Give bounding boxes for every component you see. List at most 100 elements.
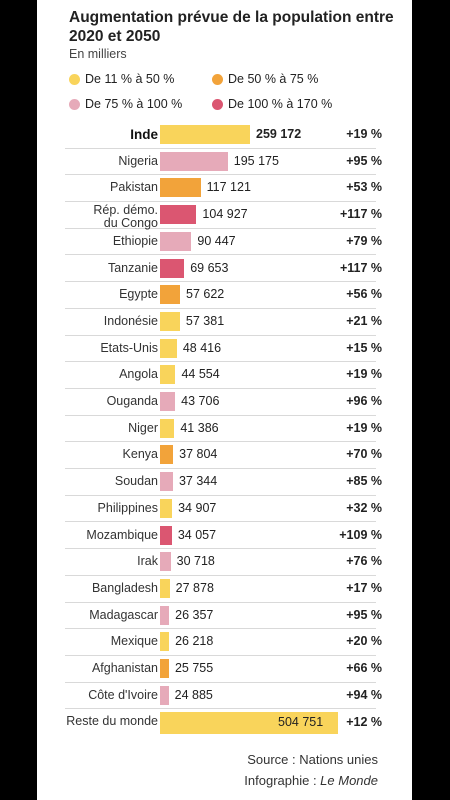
growth-label: +109 % bbox=[339, 527, 382, 542]
chart-row: Bangladesh 27 878 +17 % bbox=[37, 576, 412, 603]
growth-label: +32 % bbox=[346, 500, 382, 515]
bar bbox=[160, 258, 185, 278]
chart-row: Tanzanie 69 653 +117 % bbox=[37, 256, 412, 283]
chart-row: Pakistan 117 121 +53 % bbox=[37, 175, 412, 203]
row-divider bbox=[65, 307, 376, 309]
growth-label: +21 % bbox=[346, 313, 382, 328]
value-label: 90 447 bbox=[197, 233, 236, 248]
row-divider bbox=[65, 174, 376, 176]
value-label: 69 653 bbox=[190, 260, 229, 275]
bar bbox=[160, 365, 176, 385]
chart-row: Mozambique 34 057 +109 % bbox=[37, 523, 412, 550]
bar bbox=[160, 178, 201, 198]
value-label: 24 885 bbox=[174, 687, 213, 702]
row-divider bbox=[65, 414, 376, 416]
category-label: Egypte bbox=[119, 287, 158, 302]
value-label: 57 381 bbox=[185, 313, 225, 328]
category-label: Pakistan bbox=[110, 180, 158, 195]
bar bbox=[160, 151, 228, 171]
bar bbox=[160, 632, 170, 652]
row-divider bbox=[65, 521, 376, 523]
row-divider bbox=[65, 201, 376, 203]
category-label: Côte d'Ivoire bbox=[88, 687, 158, 702]
category-label: Rép. démo. du Congo bbox=[93, 203, 158, 231]
row-divider bbox=[65, 281, 376, 283]
category-label: Afghanistan bbox=[91, 661, 158, 675]
category-label: Etats-Unis bbox=[100, 340, 158, 355]
value-label: 27 878 bbox=[175, 580, 214, 595]
growth-label: +117 % bbox=[339, 260, 382, 275]
value-label: 117 121 bbox=[206, 180, 251, 195]
growth-label: +20 % bbox=[346, 634, 382, 649]
value-label: 34 057 bbox=[177, 527, 217, 542]
category-label: Inde bbox=[130, 127, 158, 142]
credit-prefix: Infographie : bbox=[244, 773, 321, 788]
chart-row: Madagascar 26 357 +95 % bbox=[37, 603, 412, 630]
growth-label: +70 % bbox=[346, 447, 382, 462]
value-label: 43 706 bbox=[181, 394, 220, 408]
credit-name: Le Monde bbox=[320, 773, 378, 788]
chart-row: Reste du monde 504 751 +12 % bbox=[37, 709, 412, 739]
chart-row: Inde 259 172 +19 % bbox=[37, 122, 412, 149]
chart-row: Soudan 37 344 +85 % bbox=[37, 469, 412, 496]
chart-row: Ouganda 43 706 +96 % bbox=[37, 389, 412, 416]
category-label: Soudan bbox=[114, 474, 158, 489]
chart-row: Ethiopie 90 447 +79 % bbox=[37, 229, 412, 256]
growth-label: +53 % bbox=[346, 180, 382, 195]
value-label: 41 386 bbox=[180, 420, 219, 435]
category-label: Madagascar bbox=[89, 607, 158, 622]
value-label: 26 218 bbox=[175, 634, 214, 649]
value-label: 37 344 bbox=[178, 474, 218, 489]
legend-swatch bbox=[212, 98, 223, 110]
value-label: 504 751 bbox=[278, 715, 324, 730]
category-label: Indonésie bbox=[103, 313, 158, 328]
row-divider bbox=[65, 548, 376, 550]
category-label: Irak bbox=[137, 554, 158, 569]
chart-row: Kenya 37 804 +70 % bbox=[37, 442, 412, 470]
category-label: Mexique bbox=[110, 634, 158, 649]
chart-row: Afghanistan 25 755 +66 % bbox=[37, 656, 412, 683]
chart-row: Rép. démo. du Congo 104 927 +117 % bbox=[37, 202, 412, 231]
category-label: Angola bbox=[119, 367, 158, 382]
bar bbox=[160, 418, 175, 438]
chart-title: Augmentation prévue de la population ent… bbox=[69, 9, 394, 45]
bar bbox=[160, 659, 169, 678]
legend-swatch bbox=[69, 73, 80, 85]
legend-item-pink: De 75 % à 100 % bbox=[69, 97, 182, 111]
infographic-panel: Augmentation prévue de la population ent… bbox=[37, 0, 412, 800]
growth-label: +76 % bbox=[346, 554, 382, 569]
chart-row: Côte d'Ivoire 24 885 +94 % bbox=[37, 683, 412, 710]
category-label: Ethiopie bbox=[112, 233, 158, 248]
legend-swatch bbox=[212, 73, 223, 85]
value-label: 26 357 bbox=[175, 607, 214, 622]
row-divider bbox=[65, 708, 376, 710]
row-divider bbox=[65, 441, 376, 443]
legend-label: De 75 % à 100 % bbox=[85, 97, 183, 111]
growth-label: +17 % bbox=[346, 580, 382, 595]
row-divider bbox=[65, 227, 376, 229]
growth-label: +19 % bbox=[346, 367, 382, 382]
bar bbox=[160, 605, 170, 625]
category-label: Tanzanie bbox=[107, 260, 158, 275]
row-divider bbox=[65, 254, 376, 256]
chart-row: Philippines 34 907 +32 % bbox=[37, 496, 412, 523]
chart-row: Nigeria 195 175 +95 % bbox=[37, 149, 412, 176]
row-divider bbox=[65, 361, 376, 363]
category-label: Reste du monde bbox=[66, 714, 158, 729]
growth-label: +95 % bbox=[346, 607, 382, 622]
category-label: Ouganda bbox=[106, 394, 158, 408]
credit-text: Infographie : Le Monde bbox=[244, 773, 378, 788]
growth-label: +19 % bbox=[346, 127, 382, 141]
chart-row: Angola 44 554 +19 % bbox=[37, 362, 412, 389]
row-divider bbox=[65, 574, 376, 576]
growth-label: +94 % bbox=[346, 687, 382, 702]
value-label: 30 718 bbox=[176, 554, 215, 569]
value-label: 25 755 bbox=[174, 661, 214, 675]
chart-row: Indonésie 57 381 +21 % bbox=[37, 309, 412, 336]
bar bbox=[160, 338, 177, 358]
row-divider bbox=[65, 334, 376, 336]
bar bbox=[160, 685, 169, 705]
growth-label: +12 % bbox=[346, 715, 382, 730]
value-label: 48 416 bbox=[182, 340, 222, 355]
growth-label: +66 % bbox=[346, 661, 382, 675]
